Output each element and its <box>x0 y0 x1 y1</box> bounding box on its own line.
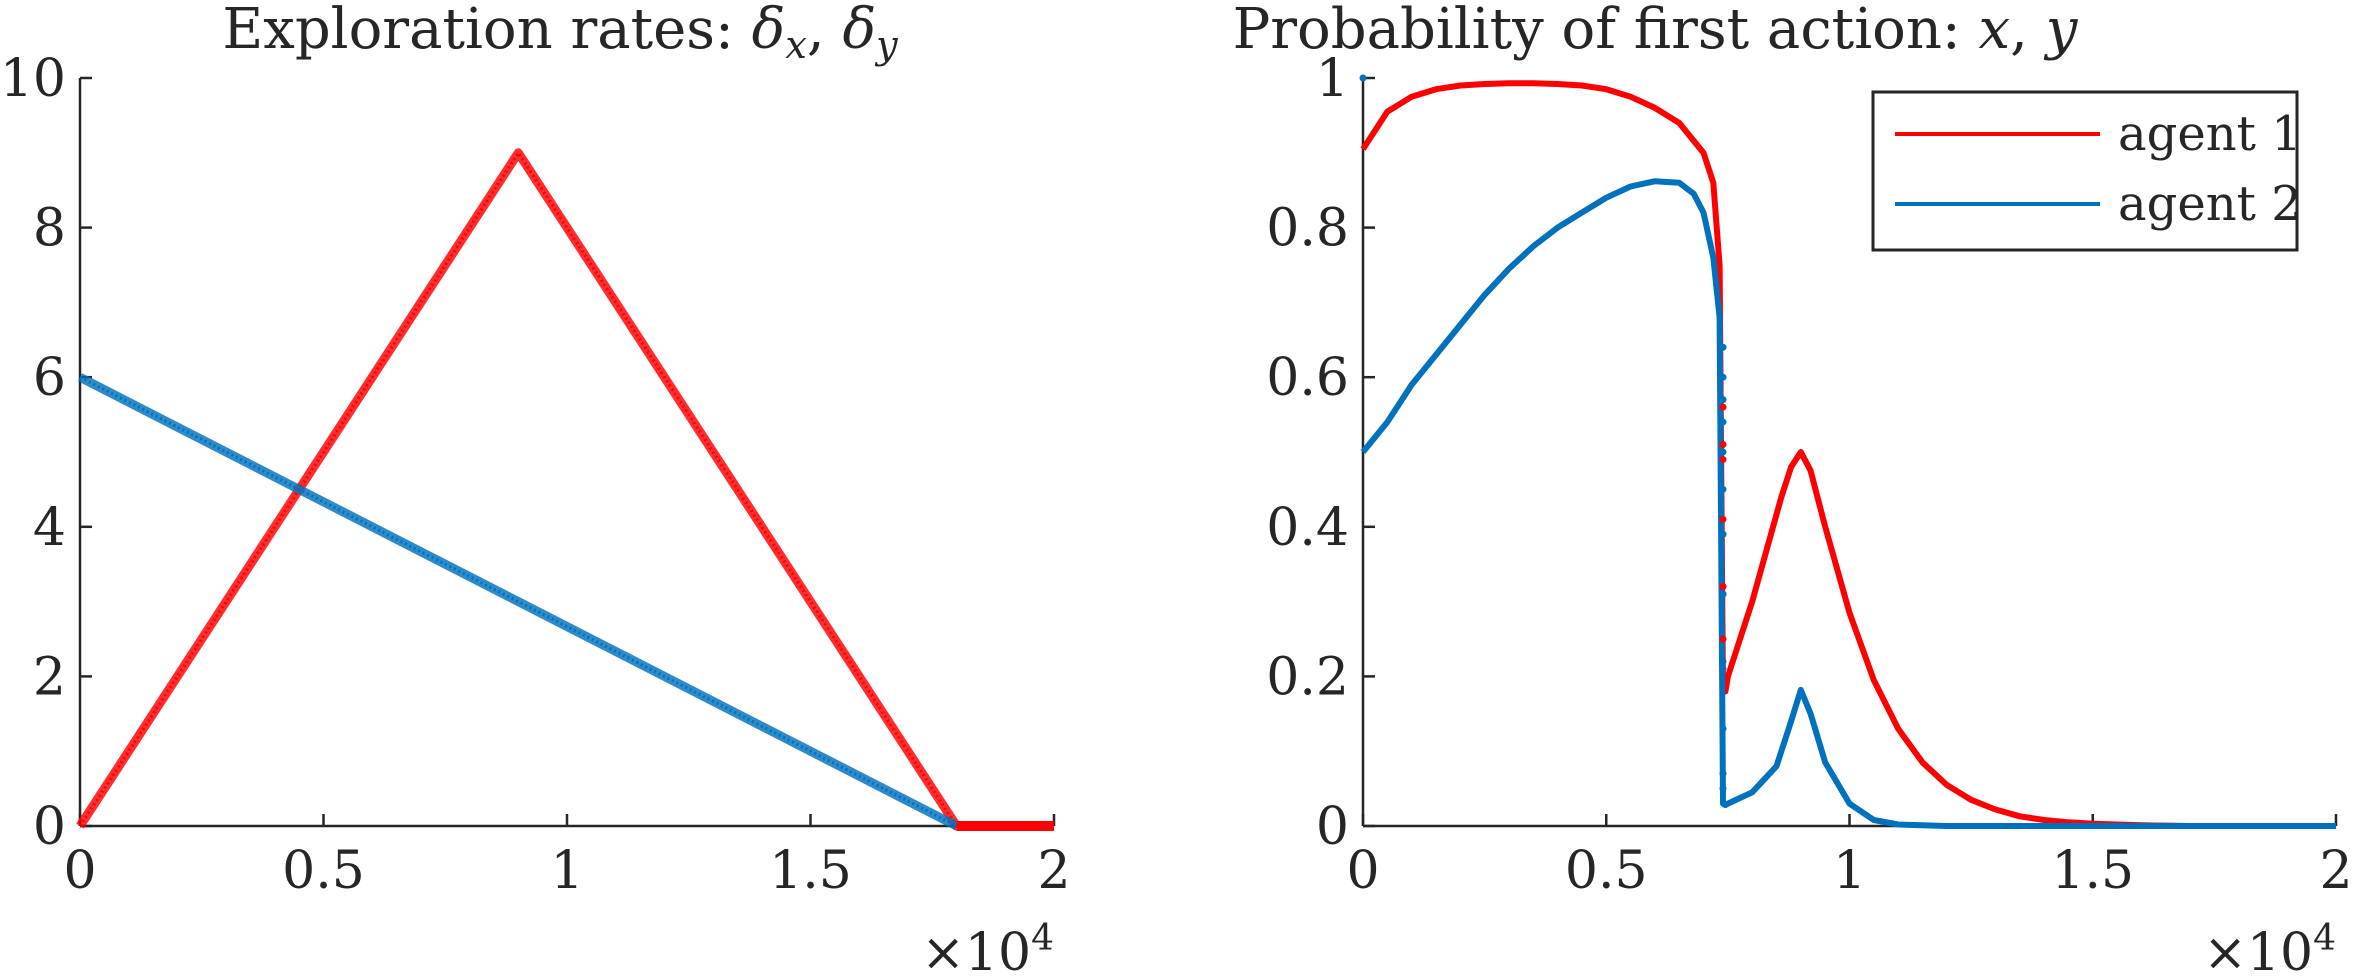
x-tick-label: 0 <box>63 841 96 901</box>
data-point <box>1719 373 1727 381</box>
data-point <box>1719 657 1727 665</box>
legend-box <box>1871 90 2299 252</box>
x-exponent-label: ×104 <box>2203 918 2336 980</box>
y-tick-label: 0.4 <box>1266 498 1349 558</box>
y-tick-label: 0.8 <box>1266 199 1349 259</box>
x-tick-label: 2 <box>1037 841 1070 901</box>
x-tick-label: 0.5 <box>282 841 365 901</box>
legend: agent 1 agent 2 <box>1871 90 2302 252</box>
exploration-rates-plot: Exploration rates: δx, δy 0 0.5 1 1.5 2 0 2 4 6 8… <box>0 0 1071 980</box>
x-tick-label: 2 <box>2319 841 2352 901</box>
data-point <box>1719 403 1727 411</box>
y-tick-label: 0 <box>1316 797 1349 857</box>
data-point <box>1719 785 1727 793</box>
x-exponent-label: ×104 <box>921 918 1054 980</box>
series-line-texture-2 <box>79 375 958 828</box>
y-tick-label: 6 <box>33 348 66 408</box>
data-layer <box>76 148 1054 831</box>
axes: 0 0.5 1 1.5 2 0 0.2 0.4 0.6 0.8 1 <box>1266 49 2352 901</box>
y-tick-label: 0.6 <box>1266 348 1349 408</box>
data-point <box>1719 441 1727 449</box>
axes: 0 0.5 1 1.5 2 0 2 4 6 8 10 <box>0 49 1071 901</box>
plot-title: Exploration rates: δx, δy <box>222 0 898 67</box>
data-point <box>1719 590 1727 598</box>
y-tick-label: 10 <box>0 49 66 109</box>
series-line-2 <box>1360 178 2336 829</box>
data-point <box>1719 635 1727 643</box>
data-point <box>1719 418 1727 426</box>
data-point <box>1719 343 1727 351</box>
x-tick-label: 0 <box>1346 841 1379 901</box>
data-point <box>1359 74 1367 82</box>
data-point <box>1719 485 1727 493</box>
x-tick-label: 1 <box>1833 841 1866 901</box>
y-tick-label: 4 <box>33 498 66 558</box>
data-point <box>1719 665 1727 673</box>
first-action-probability-plot: Probability of first action: x, y 0 0.5 1 1… <box>1233 0 2353 980</box>
y-tick-label: 8 <box>33 199 66 259</box>
data-point <box>1719 583 1727 591</box>
x-tick-label: 1 <box>550 841 583 901</box>
series-line-1 <box>1360 80 2336 829</box>
legend-label-agent-2: agent 2 <box>2118 176 2302 232</box>
y-tick-label: 0 <box>33 797 66 857</box>
y-tick-label: 0.2 <box>1266 647 1349 707</box>
x-tick-label: 1.5 <box>769 841 852 901</box>
data-point <box>1719 455 1727 463</box>
data-point <box>1719 515 1727 523</box>
plot-title: Probability of first action: x, y <box>1233 0 2079 62</box>
y-tick-label: 1 <box>1316 49 1349 109</box>
data-point <box>1719 396 1727 404</box>
data-layer <box>1359 74 2336 829</box>
x-tick-label: 1.5 <box>2051 841 2134 901</box>
x-tick-label: 0.5 <box>1565 841 1648 901</box>
y-tick-label: 2 <box>33 647 66 707</box>
data-point <box>1719 448 1727 456</box>
data-point <box>1719 725 1727 733</box>
data-point <box>1719 530 1727 538</box>
legend-label-agent-1: agent 1 <box>2118 106 2302 162</box>
data-point <box>1719 770 1727 778</box>
